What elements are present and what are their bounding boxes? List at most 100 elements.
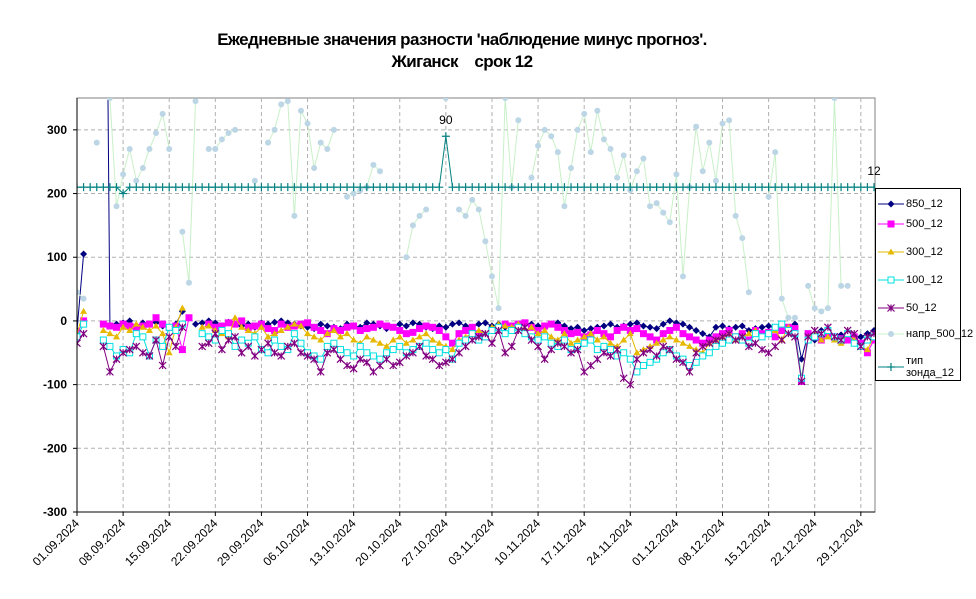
marker bbox=[560, 342, 569, 351]
marker bbox=[719, 339, 727, 347]
marker bbox=[672, 355, 681, 364]
marker bbox=[488, 273, 495, 280]
marker bbox=[646, 358, 654, 366]
marker bbox=[363, 319, 371, 327]
marker bbox=[554, 323, 562, 331]
marker bbox=[304, 319, 312, 327]
marker bbox=[113, 203, 120, 210]
marker bbox=[165, 332, 174, 341]
marker bbox=[547, 320, 555, 328]
marker bbox=[304, 120, 311, 127]
y-tick-label: 100 bbox=[47, 250, 67, 264]
marker bbox=[271, 336, 279, 344]
marker bbox=[587, 336, 595, 344]
marker bbox=[666, 317, 674, 325]
marker bbox=[106, 98, 113, 101]
marker bbox=[508, 326, 516, 334]
marker bbox=[389, 323, 397, 331]
marker bbox=[744, 342, 753, 351]
marker bbox=[350, 352, 358, 360]
marker bbox=[778, 320, 786, 328]
marker bbox=[494, 326, 503, 335]
marker bbox=[238, 336, 246, 344]
marker bbox=[541, 333, 549, 341]
marker bbox=[887, 363, 895, 371]
marker bbox=[887, 248, 895, 255]
marker bbox=[343, 361, 351, 370]
marker bbox=[448, 320, 456, 328]
marker bbox=[462, 336, 470, 344]
marker bbox=[541, 326, 549, 333]
marker bbox=[376, 168, 383, 175]
marker bbox=[639, 322, 647, 330]
marker bbox=[106, 322, 114, 330]
marker bbox=[396, 320, 404, 328]
marker bbox=[429, 346, 437, 354]
y-tick-label: 300 bbox=[47, 123, 67, 137]
marker bbox=[607, 339, 615, 346]
marker bbox=[804, 332, 813, 341]
marker bbox=[278, 101, 285, 108]
marker bbox=[205, 322, 213, 329]
marker bbox=[429, 323, 437, 331]
marker bbox=[817, 336, 825, 343]
marker bbox=[369, 336, 377, 343]
legend-label: 500_12 bbox=[906, 218, 943, 230]
marker bbox=[99, 326, 107, 333]
marker bbox=[403, 254, 410, 261]
marker bbox=[527, 323, 535, 330]
marker bbox=[238, 323, 246, 330]
marker bbox=[501, 322, 509, 329]
marker bbox=[448, 355, 457, 364]
marker bbox=[805, 282, 812, 289]
marker bbox=[271, 330, 279, 337]
marker bbox=[317, 139, 324, 146]
marker bbox=[673, 171, 680, 178]
marker bbox=[139, 333, 147, 341]
marker bbox=[363, 349, 371, 357]
marker bbox=[396, 326, 404, 334]
marker bbox=[77, 339, 81, 348]
marker bbox=[428, 355, 437, 364]
marker bbox=[270, 348, 279, 357]
marker bbox=[429, 336, 437, 343]
marker bbox=[712, 323, 720, 331]
marker bbox=[520, 323, 529, 332]
marker bbox=[771, 323, 779, 331]
marker bbox=[152, 322, 160, 329]
marker bbox=[422, 330, 430, 337]
chart-title: Ежедневные значения разности 'наблюдение… bbox=[217, 30, 707, 49]
marker bbox=[106, 342, 114, 350]
marker bbox=[587, 149, 594, 156]
marker bbox=[416, 333, 424, 340]
marker bbox=[442, 98, 449, 101]
marker bbox=[686, 333, 694, 341]
x-tick-label: 22.12.2024 bbox=[767, 516, 820, 569]
marker bbox=[725, 329, 734, 338]
marker bbox=[462, 212, 469, 219]
marker bbox=[600, 348, 608, 357]
marker bbox=[231, 320, 239, 328]
marker bbox=[685, 367, 694, 376]
marker bbox=[224, 336, 233, 344]
marker bbox=[369, 352, 377, 360]
marker bbox=[217, 345, 226, 354]
legend-label: 300_12 bbox=[906, 246, 943, 258]
marker bbox=[330, 326, 338, 333]
legend-swatch bbox=[878, 304, 904, 312]
marker bbox=[369, 367, 378, 376]
marker bbox=[409, 222, 416, 229]
data-label: 12 bbox=[867, 164, 881, 178]
marker bbox=[99, 336, 107, 344]
marker bbox=[329, 345, 338, 354]
marker bbox=[699, 352, 707, 360]
chart-subtitle: Жиганск срок 12 bbox=[390, 52, 532, 71]
marker bbox=[726, 117, 733, 124]
marker bbox=[363, 325, 371, 333]
marker bbox=[448, 346, 456, 353]
marker bbox=[850, 339, 858, 347]
marker bbox=[837, 336, 845, 344]
marker bbox=[887, 304, 895, 312]
marker bbox=[600, 322, 608, 330]
